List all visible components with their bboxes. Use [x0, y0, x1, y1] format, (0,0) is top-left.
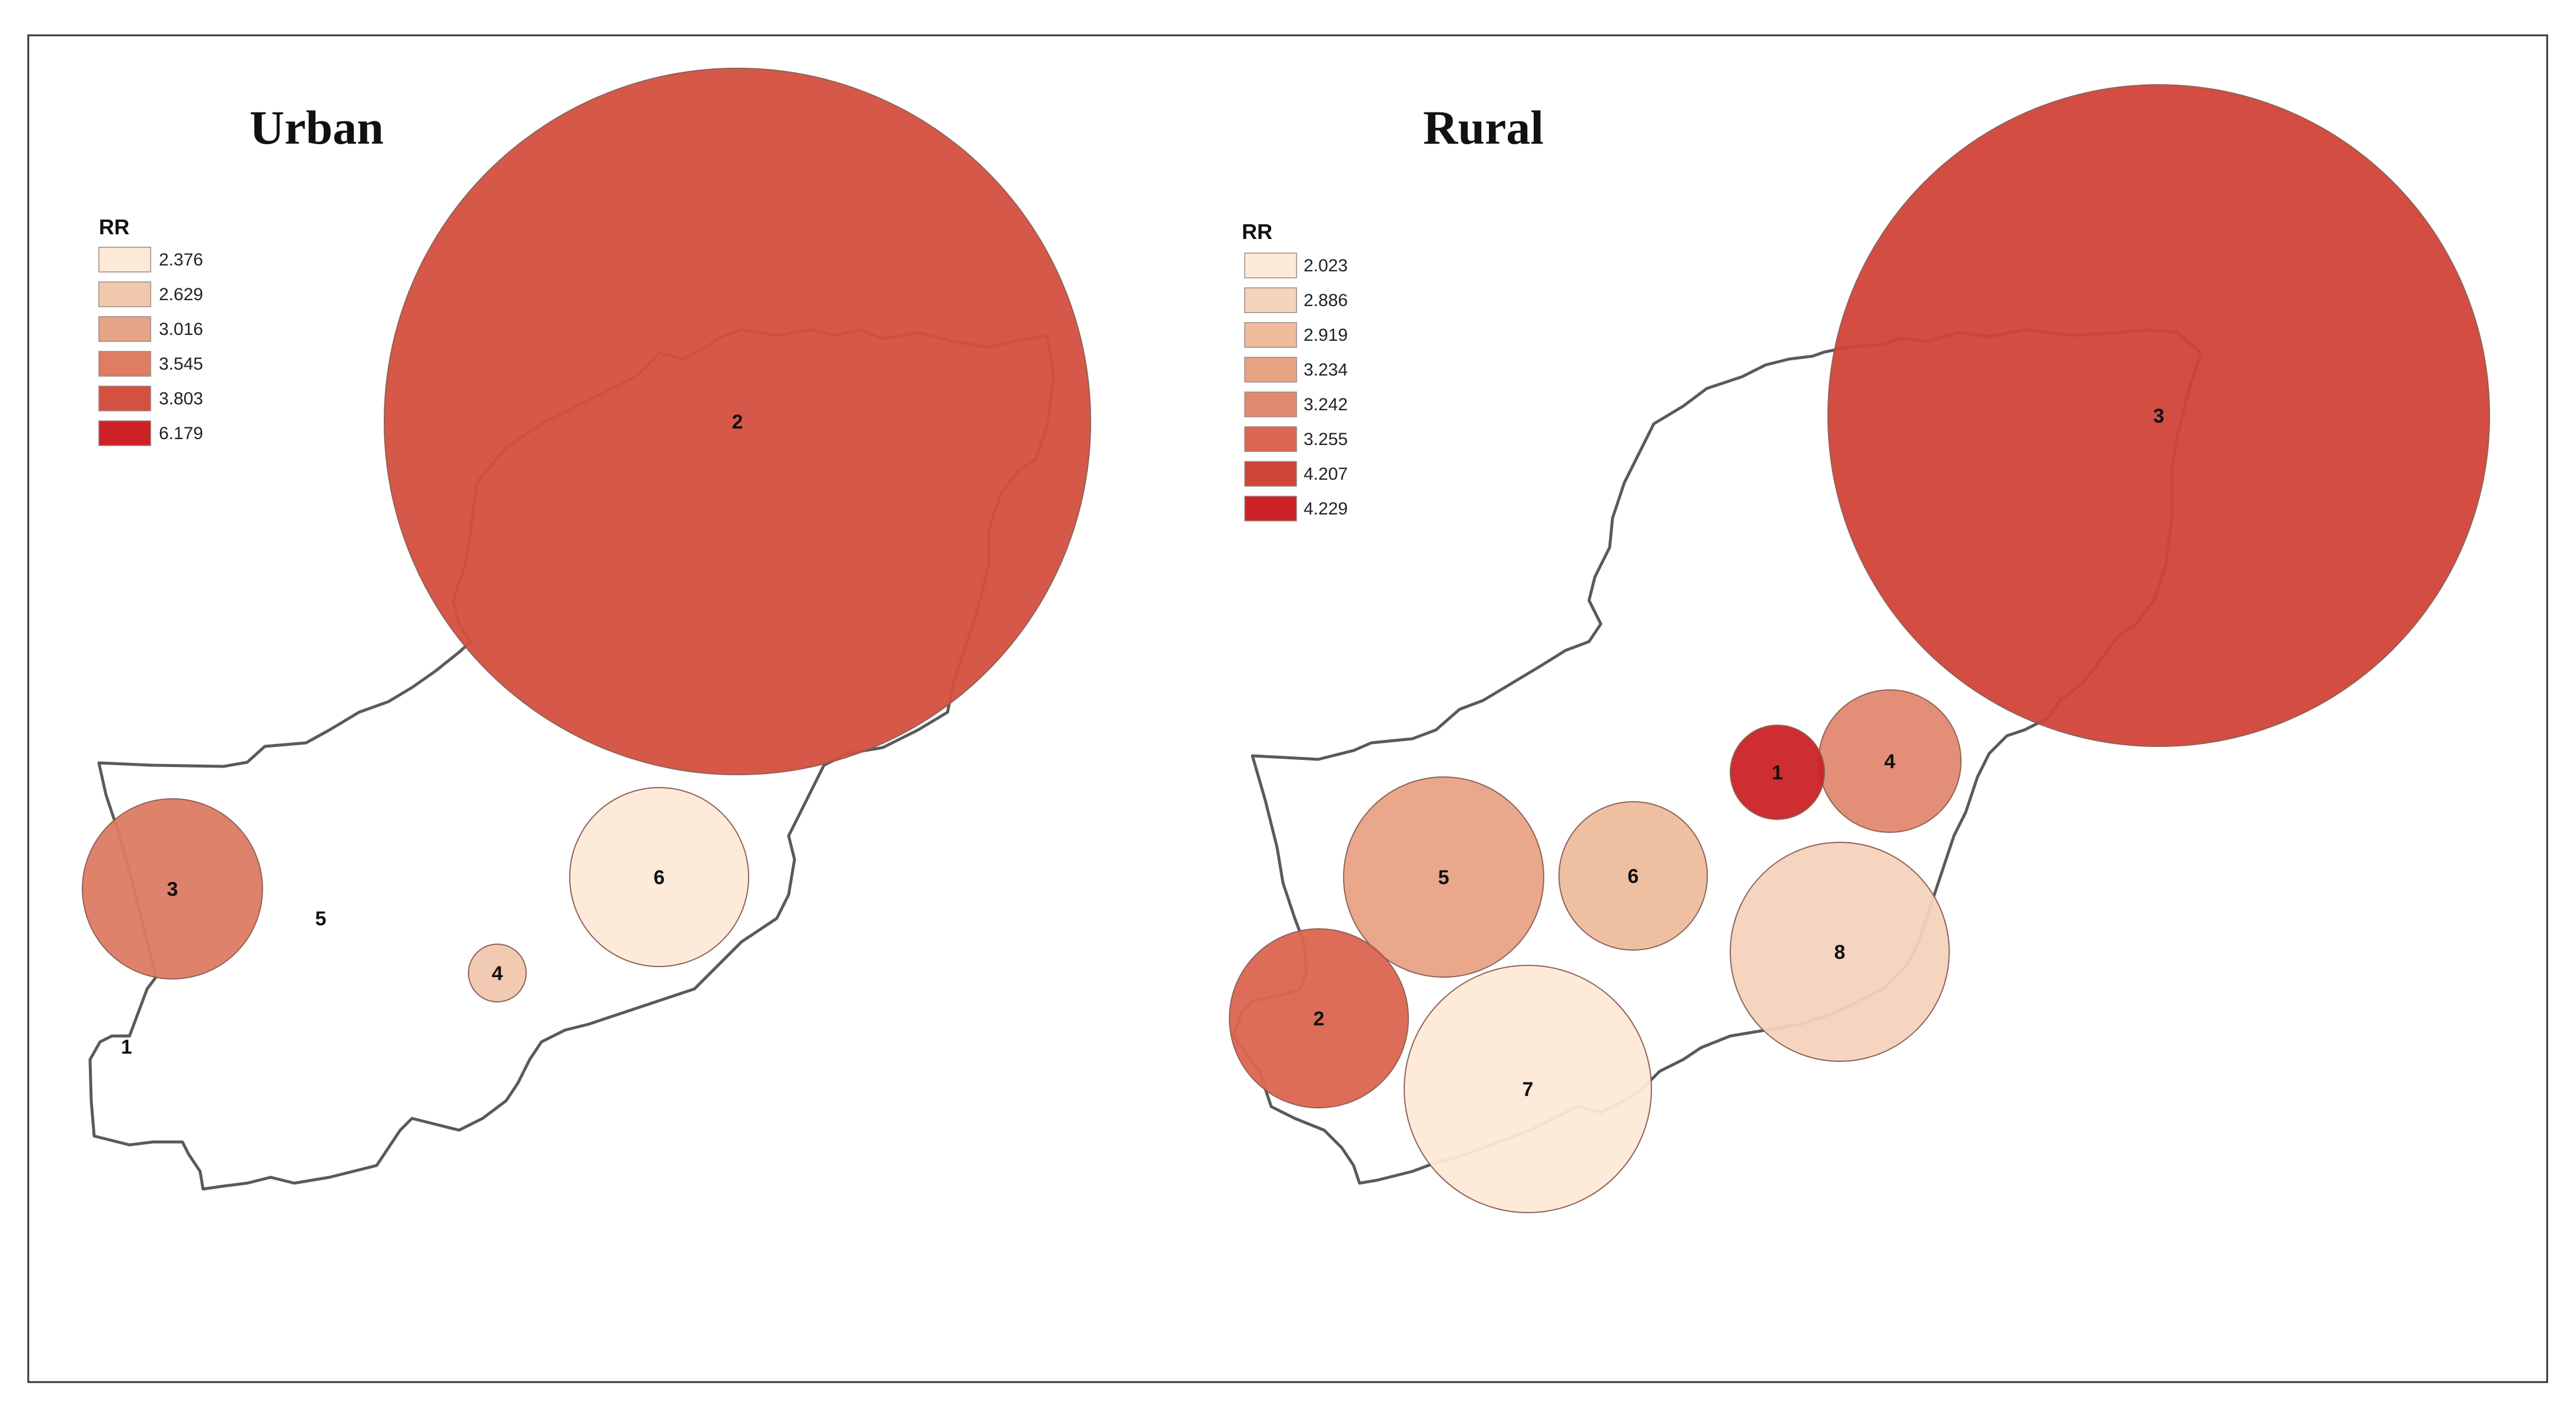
rural-legend-swatch	[1244, 322, 1297, 348]
rural-legend-label: 3.255	[1304, 430, 1348, 449]
urban-legend-title: RR	[99, 215, 129, 239]
rural-legend-label: 2.023	[1304, 256, 1348, 275]
urban-labels: 1 2 3 4 5 6	[121, 411, 743, 1058]
urban-legend-swatch	[98, 386, 151, 411]
figure-frame	[27, 34, 2548, 1383]
urban-bubble-3	[82, 798, 263, 979]
rural-panel: Rural RR 2.023 2.886 2.919 3.234 3.242 3.255 4…	[1229, 84, 2490, 1213]
rural-bubble-1	[1730, 725, 1825, 820]
urban-region-label-5: 5	[315, 908, 327, 930]
urban-region-label-3: 3	[167, 878, 178, 901]
urban-region-label-2: 2	[732, 411, 743, 433]
rural-legend-label: 4.229	[1304, 499, 1348, 519]
rural-legend-swatch	[1244, 496, 1297, 522]
urban-bubble-4	[468, 944, 527, 1002]
rural-legend-label: 3.234	[1304, 360, 1348, 380]
rural-legend-swatch	[1244, 287, 1297, 313]
rural-legend-label: 2.919	[1304, 326, 1348, 345]
rural-region-label-4: 4	[1884, 751, 1896, 773]
rural-region-outline	[1231, 328, 2203, 1185]
urban-legend-label: 3.545	[159, 354, 203, 374]
rural-bubbles	[1229, 84, 2490, 1213]
urban-legend-swatch	[98, 351, 151, 377]
urban-bubbles	[82, 68, 1091, 1002]
rural-region-label-8: 8	[1834, 941, 1846, 964]
rural-bubble-6	[1558, 801, 1708, 951]
urban-bubble-6	[569, 787, 749, 967]
rural-legend: 2.023 2.886 2.919 3.234 3.242 3.255 4.207 4.229	[1244, 253, 1348, 522]
urban-legend-label: 3.016	[159, 320, 203, 339]
rural-labels: 1 2 3 4 5 6 7 8	[1314, 405, 2165, 1101]
rural-legend-title: RR	[1242, 220, 1272, 244]
rural-title: Rural	[1423, 101, 1544, 154]
rural-legend-swatch	[1244, 357, 1297, 383]
rural-legend-label: 4.207	[1304, 464, 1348, 484]
urban-title: Urban	[250, 101, 384, 154]
rural-legend-swatch	[1244, 461, 1297, 487]
rural-region-label-7: 7	[1523, 1078, 1534, 1101]
rural-bubble-3	[1827, 84, 2490, 747]
urban-legend-label: 2.629	[159, 285, 203, 304]
rural-legend-swatch	[1244, 391, 1297, 417]
rural-region-label-6: 6	[1628, 865, 1639, 888]
rural-region-label-1: 1	[1772, 762, 1783, 784]
rural-bubble-2	[1229, 928, 1409, 1108]
rural-bubble-5	[1343, 776, 1544, 978]
rural-region-label-3: 3	[2153, 405, 2165, 427]
urban-legend-label: 6.179	[159, 424, 203, 443]
urban-legend: 2.376 2.629 3.016 3.545 3.803 6.179	[98, 247, 203, 446]
urban-legend-swatch	[98, 281, 151, 307]
rural-legend-label: 3.242	[1304, 395, 1348, 414]
rural-legend-swatch	[1244, 253, 1297, 278]
urban-region-label-4: 4	[492, 962, 503, 985]
rural-bubble-8	[1730, 842, 1950, 1062]
rural-region-label-5: 5	[1438, 866, 1450, 889]
urban-panel: Urban RR 2.3762.6293.0163.5453.8036.179 …	[82, 68, 1091, 1191]
urban-legend-swatch	[98, 316, 151, 342]
urban-legend-swatch	[98, 247, 151, 273]
urban-region-label-1: 1	[121, 1036, 132, 1058]
rural-legend-swatch	[1244, 426, 1297, 452]
rural-legend-label: 2.886	[1304, 291, 1348, 310]
rural-bubble-7	[1404, 965, 1652, 1213]
urban-legend-label: 3.803	[159, 389, 203, 409]
urban-legend-swatch	[98, 420, 151, 446]
rural-region-label-2: 2	[1314, 1008, 1325, 1030]
urban-region-label-6: 6	[654, 866, 665, 889]
urban-legend-label: 2.376	[159, 250, 203, 270]
urban-bubble-2	[384, 68, 1091, 775]
